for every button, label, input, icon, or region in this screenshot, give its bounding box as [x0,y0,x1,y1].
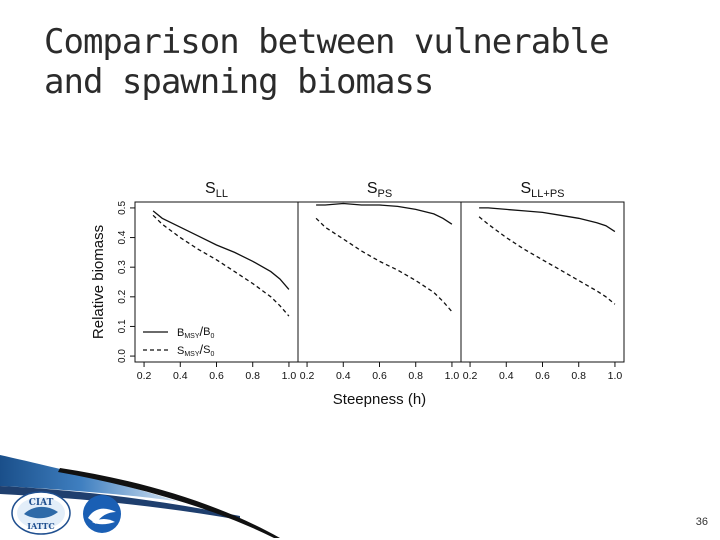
x-tick-label: 0.8 [408,370,423,382]
series-line-solid [316,202,453,225]
series-line-dashed [152,214,290,317]
slide-title-line-2: and spawning biomass [44,62,434,102]
series-line-dashed [315,217,453,313]
x-tick-label: 0.2 [137,370,152,382]
panel-2: SPS 0.2 0.4 0.6 0.8 1.0 [297,180,462,382]
x-tick-label: 1.0 [282,370,297,382]
panel-frame [460,201,625,363]
x-tick-label: 0.2 [300,370,315,382]
x-tick-label: 0.4 [499,370,514,382]
y-tick-label: 0.0 [117,349,128,363]
y-tick-label: 0.2 [117,289,128,303]
y-axis-label: Relative biomass [90,225,107,339]
x-tick-label: 1.0 [608,370,623,382]
panel-3: SLL+PS 0.2 0.4 0.6 0.8 1.0 [460,180,625,382]
x-tick-label: 0.2 [463,370,478,382]
panel-1: SLL 0.2 0.4 0.6 0.8 1.0 [134,180,299,382]
y-tick-label: 0.4 [117,230,128,244]
panel-title: SPS [367,180,392,200]
x-tick-label: 0.4 [173,370,188,382]
y-tick-label: 0.3 [117,260,128,274]
slide-title: Comparison between vulnerable and spawni… [44,22,684,102]
x-tick-label: 0.6 [209,370,224,382]
legend-label: SMSY/S0 [177,342,214,358]
x-axis-label: Steepness (h) [333,391,426,408]
noaa-logo [83,495,121,533]
y-tick-label: 0.1 [117,319,128,333]
x-tick-label: 0.6 [535,370,550,382]
x-tick-label: 1.0 [445,370,460,382]
x-tick-label: 0.8 [245,370,260,382]
legend-label: BMSY/B0 [177,324,214,340]
panel-frame [134,201,299,363]
footer-swoosh [0,455,280,538]
legend: BMSY/B0 SMSY/S0 [143,324,214,358]
logo-text-ciat: CIAT [29,498,54,508]
slide-title-line-1: Comparison between vulnerable [44,22,610,62]
x-tick-label: 0.6 [372,370,387,382]
x-tick-label: 0.8 [571,370,586,382]
series-line-solid [152,210,290,290]
y-tick-label: 0.5 [117,201,128,215]
biomass-chart: Relative biomass 0.0 0.1 0.2 0.3 0.4 0.5 SLL 0.2… [90,180,625,408]
page-number: 36 [695,516,708,528]
panel-title: SLL [205,180,228,200]
x-tick-label: 0.4 [336,370,351,382]
series-line-solid [479,207,616,233]
logo-text-iattc: IATTC [27,521,55,531]
ciat-iattc-logo: CIAT IATTC [11,491,71,535]
panel-frame [297,201,462,363]
series-line-dashed [478,216,616,305]
panel-title: SLL+PS [520,180,564,200]
